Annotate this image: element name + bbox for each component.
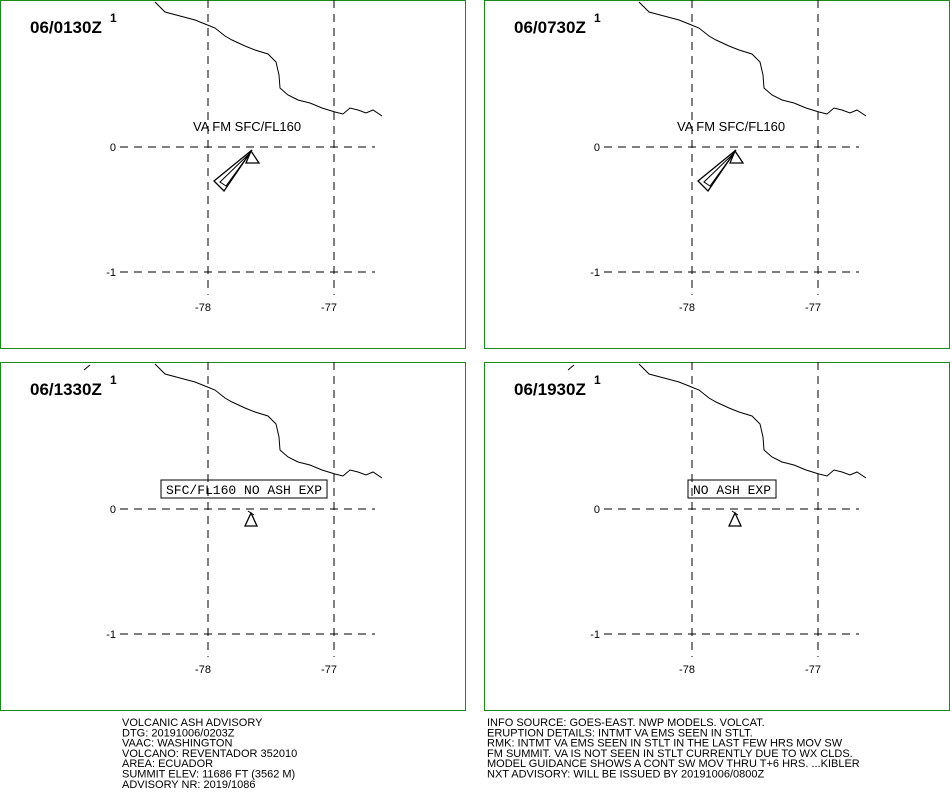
- lon-label: -78: [679, 302, 695, 314]
- lon-label: -78: [195, 302, 211, 314]
- time-superscript: 1: [110, 373, 117, 387]
- map-panel: 06/0130Z 1 0 -1 -78 -77 VA FM SFC/FL160: [0, 0, 466, 349]
- advisory-line: ADVISORY NR: 2019/1086: [122, 779, 256, 791]
- map-panel: 06/1330Z 1 0 -1 -78 -77 SFC/FL160 NO ASH EXP: [0, 361, 466, 711]
- valid-time: 06/1330Z: [30, 380, 102, 399]
- advisory-line: VOLCANIC ASH ADVISORY: [122, 717, 263, 729]
- lat-label: -1: [590, 267, 600, 279]
- ash-annotation: VA FM SFC/FL160: [193, 119, 301, 134]
- advisory-line: DTG: 20191006/0203Z: [122, 727, 235, 739]
- coast-fragment: [83, 364, 91, 371]
- lat-label: 0: [110, 504, 116, 516]
- panel-frame: [484, 362, 950, 711]
- advisory-line: VAAC: WASHINGTON: [122, 738, 232, 750]
- time-superscript: 1: [594, 11, 601, 25]
- valid-time: 06/0130Z: [30, 18, 102, 37]
- panel-frame: [0, 0, 466, 349]
- lon-label: -78: [195, 664, 211, 676]
- advisory-right: INFO SOURCE: GOES-EAST. NWP MODELS. VOLC…: [487, 717, 860, 781]
- volcano-symbol: [244, 510, 258, 527]
- lat-label: -1: [590, 629, 600, 641]
- advisory-line: SUMMIT ELEV: 11686 FT (3562 M): [122, 769, 295, 781]
- advisory-line: NXT ADVISORY: WILL BE ISSUED BY 20191006…: [487, 769, 764, 781]
- lat-label: 0: [110, 142, 116, 154]
- ash-plume: [213, 149, 260, 192]
- annotation-box: [160, 479, 328, 499]
- volcano-symbol: [728, 510, 742, 527]
- coast-fragment: [567, 364, 575, 371]
- time-superscript: 1: [594, 373, 601, 387]
- advisory-line: ERUPTION DETAILS: INTMT VA EMS SEEN IN S…: [487, 727, 753, 739]
- panel-frame: [484, 0, 950, 349]
- lat-label: 0: [594, 504, 600, 516]
- ash-annotation: NO ASH EXP: [693, 483, 771, 498]
- map-base: [603, 361, 867, 658]
- valid-time: 06/1930Z: [514, 380, 586, 399]
- lat-label: 0: [594, 142, 600, 154]
- advisory-line: VOLCANO: REVENTADOR 352010: [122, 748, 297, 760]
- time-superscript: 1: [110, 11, 117, 25]
- lon-label: -77: [805, 664, 821, 676]
- panel-frame: [0, 362, 466, 711]
- advisory-line: INFO SOURCE: GOES-EAST. NWP MODELS. VOLC…: [487, 717, 765, 729]
- lon-label: -77: [321, 302, 337, 314]
- lon-label: -77: [321, 664, 337, 676]
- map-base: [119, 0, 383, 296]
- map-panel: 06/0730Z 1 0 -1 -78 -77 VA FM SFC/FL160: [484, 0, 950, 349]
- lon-label: -77: [805, 302, 821, 314]
- advisory-line: MODEL GUIDANCE SHOWS A CONT SW MOV THRU …: [487, 758, 860, 770]
- map-panel: 06/1930Z 1 0 -1 -78 -77 NO ASH EXP: [484, 361, 950, 711]
- advisory-line: FM SUMMIT. VA IS NOT SEEN IN STLT CURREN…: [487, 748, 853, 760]
- ash-annotation: VA FM SFC/FL160: [677, 119, 785, 134]
- advisory-line: AREA: ECUADOR: [122, 758, 213, 770]
- ash-plume: [697, 149, 744, 192]
- lat-label: -1: [106, 629, 116, 641]
- annotation-box: [687, 479, 777, 499]
- lon-label: -78: [679, 664, 695, 676]
- advisory-line: RMK: INTMT VA EMS SEEN IN STLT IN THE LA…: [487, 738, 843, 750]
- map-base: [119, 361, 383, 658]
- lat-label: -1: [106, 267, 116, 279]
- map-base: [603, 0, 867, 296]
- ash-annotation: SFC/FL160 NO ASH EXP: [166, 483, 322, 498]
- valid-time: 06/0730Z: [514, 18, 586, 37]
